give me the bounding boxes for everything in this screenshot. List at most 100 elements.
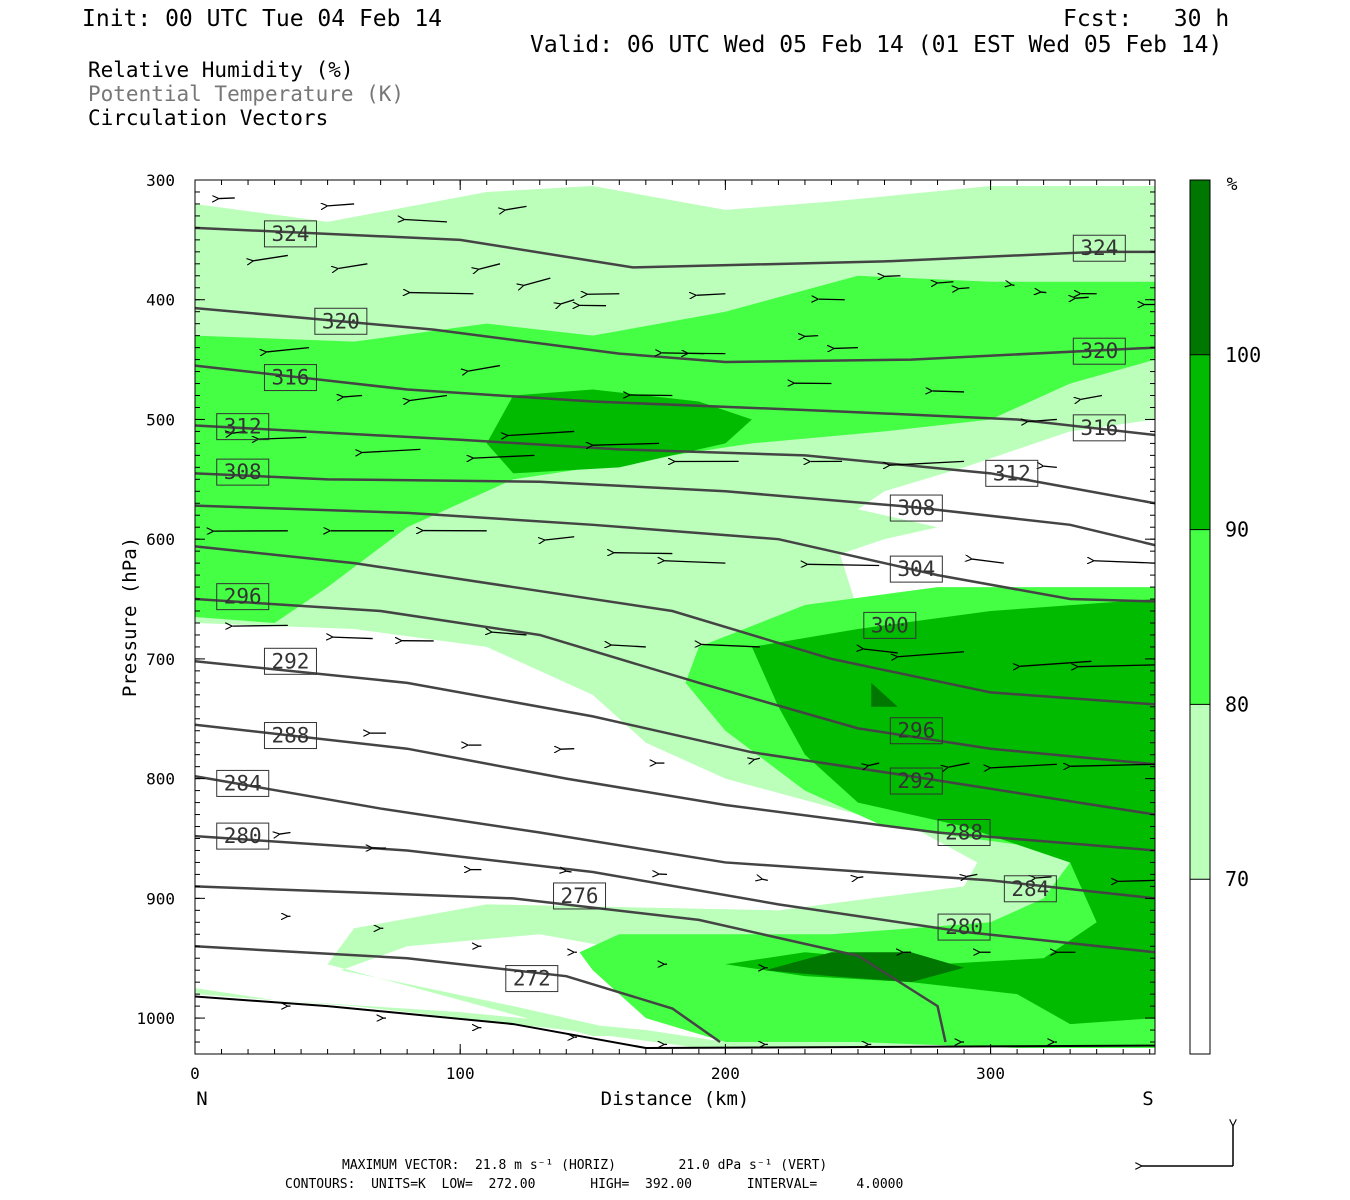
x-tick-label: 200	[711, 1064, 740, 1083]
contour-label-272: 272	[505, 965, 559, 993]
contour-label-box	[314, 307, 368, 335]
circulation-vector	[611, 645, 646, 647]
colorbar-label: 80	[1225, 692, 1249, 716]
y-tick-label: 600	[146, 530, 175, 549]
theta-contour-316	[195, 364, 1155, 437]
contour-label-box	[216, 822, 270, 850]
contour-label-text: 292	[272, 649, 310, 673]
theta-contour-284	[195, 775, 1155, 900]
circulation-vector	[468, 364, 501, 372]
rh-area-100	[871, 682, 898, 707]
contour-label-300: 300	[863, 611, 917, 639]
circulation-vector	[1075, 297, 1089, 298]
contour-label-box	[889, 494, 943, 522]
contour-label-324: 324	[1072, 234, 1126, 262]
y-tick-label: 1000	[136, 1009, 175, 1028]
colorbar-swatch	[1190, 180, 1210, 355]
init-time: Init: 00 UTC Tue 04 Feb 14	[82, 6, 443, 32]
rh-fill-layer	[195, 185, 1155, 1049]
colorbar-label: 70	[1225, 867, 1249, 891]
circulation-vector	[863, 649, 898, 654]
circulation-vector	[405, 220, 447, 222]
rh-area-100	[765, 952, 965, 983]
circulation-vector	[1118, 880, 1155, 881]
contour-label-text: 320	[1080, 339, 1118, 363]
circulation-vector	[344, 396, 363, 397]
contour-label-text: 316	[272, 366, 310, 390]
contour-label-text: 296	[224, 585, 262, 609]
contour-label-text: 312	[993, 461, 1031, 485]
contour-label-312: 312	[985, 459, 1039, 487]
contour-label-box	[937, 913, 991, 941]
legend-theta: Potential Temperature (K)	[88, 82, 405, 106]
theta-contour-308	[195, 472, 1155, 547]
contour-label-box	[263, 364, 317, 392]
circulation-vector	[508, 430, 575, 435]
circulation-vector	[333, 637, 373, 638]
circulation-vector	[473, 455, 535, 458]
circulation-vector	[755, 758, 761, 759]
circulation-vector	[805, 336, 819, 337]
circulation-vector	[959, 288, 970, 289]
contour-label-292: 292	[889, 767, 943, 795]
circulation-vector	[808, 564, 880, 565]
contour-label-box	[985, 459, 1039, 487]
contour-label-box	[863, 611, 917, 639]
contour-label-box	[553, 882, 607, 910]
contour-label-308: 308	[889, 494, 943, 522]
contour-label-304: 304	[889, 555, 943, 583]
x-tick-label: 0	[190, 1064, 200, 1083]
valid-time: Valid: 06 UTC Wed 05 Feb 14 (01 EST Wed …	[530, 32, 1223, 58]
contour-label-text: 308	[897, 496, 935, 520]
theta-contour-296	[195, 597, 1155, 766]
circulation-vector	[492, 632, 527, 636]
colorbar-swatch	[1190, 704, 1210, 880]
circulation-vector	[1028, 419, 1057, 421]
contours-note: CONTOURS: UNITS=K LOW= 272.00 HIGH= 392.…	[285, 1177, 904, 1192]
circulation-vector	[280, 833, 291, 835]
y-tick-label: 400	[146, 291, 175, 310]
contour-label-text: 288	[945, 821, 983, 845]
colorbar-label: 100	[1225, 343, 1261, 367]
contour-label-box	[1072, 234, 1126, 262]
circulation-vector	[834, 348, 859, 349]
contour-label-box	[263, 722, 317, 750]
circulation-vector	[362, 448, 421, 452]
y-tick-label: 900	[146, 889, 175, 908]
contour-label-280: 280	[937, 913, 991, 941]
circulation-vector	[1044, 466, 1057, 467]
rh-area-70	[592, 509, 938, 576]
contour-label-296: 296	[216, 583, 270, 611]
contour-label-text: 324	[272, 222, 310, 246]
colorbar-swatch	[1190, 354, 1210, 530]
axes-layer: 300 400 500 600 700 800 900 1000 0 100 200 300	[136, 171, 1155, 1083]
circulation-vector	[702, 644, 760, 647]
circulation-vector	[858, 877, 864, 878]
circulation-vector	[338, 263, 368, 269]
y-tick-label: 700	[146, 650, 175, 669]
contour-label-text: 296	[897, 719, 935, 743]
circulation-vector	[763, 879, 768, 880]
contour-label-box	[937, 819, 991, 847]
circulation-vector	[614, 553, 673, 554]
contour-label-292: 292	[263, 647, 317, 675]
circulation-vector	[593, 443, 660, 445]
contour-label-text: 272	[513, 967, 551, 991]
rh-area-90	[725, 599, 1155, 1025]
circulation-vector	[818, 299, 845, 300]
contour-label-text: 280	[224, 824, 262, 848]
contour-label-box	[889, 555, 943, 583]
legend-rh: Relative Humidity (%)	[88, 58, 354, 82]
colorbar-frame	[1189, 179, 1211, 1055]
contour-label-box	[1072, 337, 1126, 365]
circulation-vector	[938, 282, 954, 283]
circulation-vector	[948, 762, 970, 767]
circulation-vector	[267, 346, 310, 352]
contour-label-text: 324	[1080, 236, 1118, 260]
contour-label-text: 284	[224, 771, 262, 795]
colorbar-swatch	[1190, 529, 1210, 705]
vector-layer	[190, 198, 1155, 1044]
contour-label-box	[216, 769, 270, 797]
contour-label-text: 292	[897, 769, 935, 793]
